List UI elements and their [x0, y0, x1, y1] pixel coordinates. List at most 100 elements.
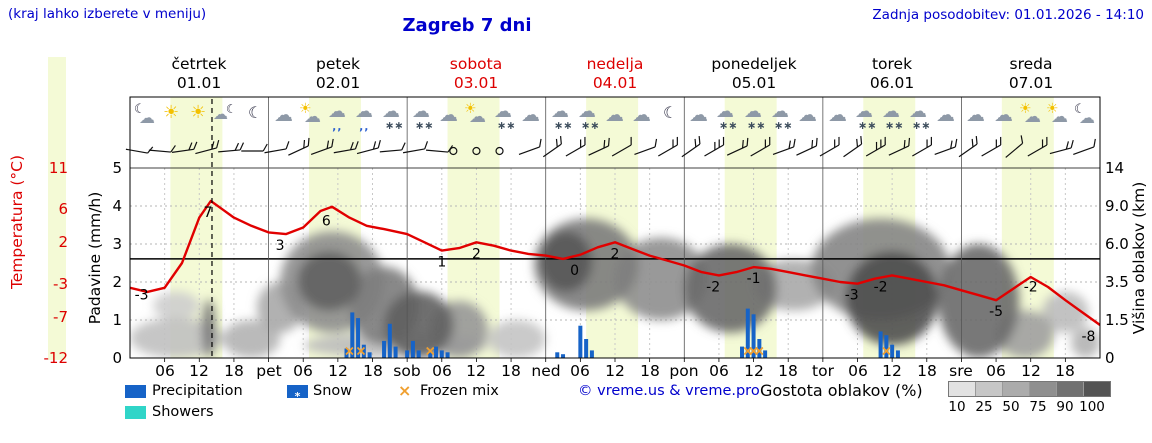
precip-tick: 2	[112, 273, 122, 291]
moon-icon: ☾	[663, 103, 678, 122]
cloud-icon: ☁	[412, 101, 430, 122]
page-title: Zagreb 7 dni	[402, 15, 532, 36]
precip-bar	[361, 344, 366, 358]
precip-bar	[878, 331, 883, 358]
x-label: sre	[949, 362, 973, 380]
cloud-icon: ☁	[439, 104, 458, 126]
cloud-icon: ☁	[578, 101, 596, 122]
precip-bar	[387, 323, 392, 358]
precip-bar	[561, 354, 566, 358]
temp-label: -2	[706, 279, 720, 295]
cloud-icon: ☁	[632, 104, 651, 126]
precip-bar	[356, 318, 361, 358]
weather-icon-snow-cloud: ☁ ∗∗	[879, 101, 905, 132]
x-label: 12	[605, 362, 625, 380]
temp-label: -8	[1081, 329, 1095, 345]
weather-icon-snow-cloud: ☁ ∗∗	[768, 101, 794, 132]
calm-wind-icon	[472, 146, 481, 156]
cloud-blob	[938, 244, 1020, 358]
cloud-icon: ☁	[771, 101, 789, 122]
cloud-blob	[202, 299, 216, 358]
precip-bar	[584, 339, 589, 358]
wind-barb-icon	[1049, 139, 1074, 155]
wind-barb-icon	[912, 136, 933, 157]
temp-label: -3	[845, 288, 859, 304]
x-label: 06	[848, 362, 868, 380]
snow-icon: ∗∗	[497, 119, 516, 132]
day-date: 01.01	[176, 74, 222, 92]
cloud-tick: 3.5	[1105, 273, 1129, 291]
moon-icon: ☾	[134, 102, 146, 117]
cloud-icon: ☁	[382, 101, 400, 122]
weather-icon-cloud: ☁	[933, 101, 959, 131]
weather-icon-cloud: ☁	[963, 101, 989, 131]
cloud-icon: ☁	[355, 101, 373, 122]
moon-icon: ☾	[1074, 102, 1086, 117]
precip-bar	[589, 350, 594, 358]
weather-icon-snow-cloud: ☁ ∗∗	[575, 101, 601, 132]
cloud-blob	[384, 291, 454, 358]
cloud-icon: ☁	[855, 101, 873, 122]
weather-icon-snow-cloud: ☁ ∗∗	[713, 101, 739, 132]
cloud-icon: ☁	[744, 101, 762, 122]
precip-bar	[895, 350, 900, 358]
weather-icon-snow-cloud: ☁ ∗∗	[548, 101, 574, 132]
temp-tick: -7	[53, 308, 68, 326]
weather-icon-moon: ☾	[241, 101, 267, 131]
temp-label: -3	[135, 288, 149, 304]
wind-barb-icon	[1027, 136, 1048, 157]
weather-icon-rain-cloud: ☁ ‚‚	[352, 101, 378, 133]
snow-icon: ∗∗	[581, 119, 600, 132]
density-tick: 50	[1002, 399, 1020, 415]
snow-icon: ∗∗	[885, 119, 904, 132]
snow-icon: ∗∗	[719, 119, 738, 132]
snow-swatch: *	[287, 385, 308, 403]
temp-label: -2	[874, 279, 888, 295]
cloud-icon: ☁	[328, 101, 346, 122]
density-swatch	[1057, 382, 1084, 396]
wind-barb-icon	[310, 138, 334, 155]
precip-bar	[434, 346, 439, 358]
weather-icon-cloud: ☁	[629, 101, 655, 131]
wind-barb-icon	[865, 136, 886, 157]
temp-label: 2	[472, 246, 481, 262]
sun-icon: ☀	[299, 101, 312, 117]
precip-bar	[350, 312, 355, 358]
snow-star-icon: *	[294, 390, 301, 403]
precip-bar	[555, 352, 560, 358]
cloud-tick: 14	[1105, 159, 1125, 177]
weather-icon-snow-cloud: ☁ ∗∗	[379, 101, 405, 132]
weather-icon-snow-cloud: ☁ ∗∗	[491, 101, 517, 132]
cloud-icon: ☁	[469, 107, 486, 127]
x-label: 12	[328, 362, 348, 380]
weather-icon-cloud: ☁	[271, 101, 297, 131]
weather-icon-moon-cloud: ☾ ☁	[132, 101, 158, 131]
weather-icon-snow-cloud: ☁ ∗∗	[852, 101, 878, 132]
day-header: sreda 07.01	[961, 55, 1101, 93]
rain-icon: ‚‚	[359, 120, 370, 133]
precip-bar	[405, 350, 410, 358]
frozen-mix-icon: ×	[398, 381, 412, 400]
frozen-mix-marker	[755, 346, 764, 356]
cloud-icon: ☁	[213, 105, 228, 123]
snow-icon: ∗∗	[774, 119, 793, 132]
wind-barb-icon	[333, 141, 359, 154]
sun-icon: ☀	[464, 101, 477, 117]
precip-bar	[439, 350, 444, 358]
cloud-blob	[684, 244, 777, 333]
x-label: 06	[155, 362, 175, 380]
x-label: tor	[812, 362, 834, 380]
x-label: ned	[531, 362, 561, 380]
wind-barb-icon	[518, 138, 542, 155]
wind-barb-icon	[704, 136, 725, 157]
copyright-link[interactable]: © vreme.us & vreme.pro	[578, 383, 760, 399]
x-label: pon	[669, 362, 699, 380]
cloud-icon: ☁	[689, 104, 708, 126]
wind-barb-icon	[796, 137, 818, 156]
temp-tick: -12	[43, 349, 69, 367]
cloud-blob	[1071, 327, 1100, 358]
cloud-blob	[297, 251, 361, 311]
day-header: torek 06.01	[822, 55, 962, 93]
snow-label: Snow	[313, 383, 353, 399]
x-label: 06	[709, 362, 729, 380]
